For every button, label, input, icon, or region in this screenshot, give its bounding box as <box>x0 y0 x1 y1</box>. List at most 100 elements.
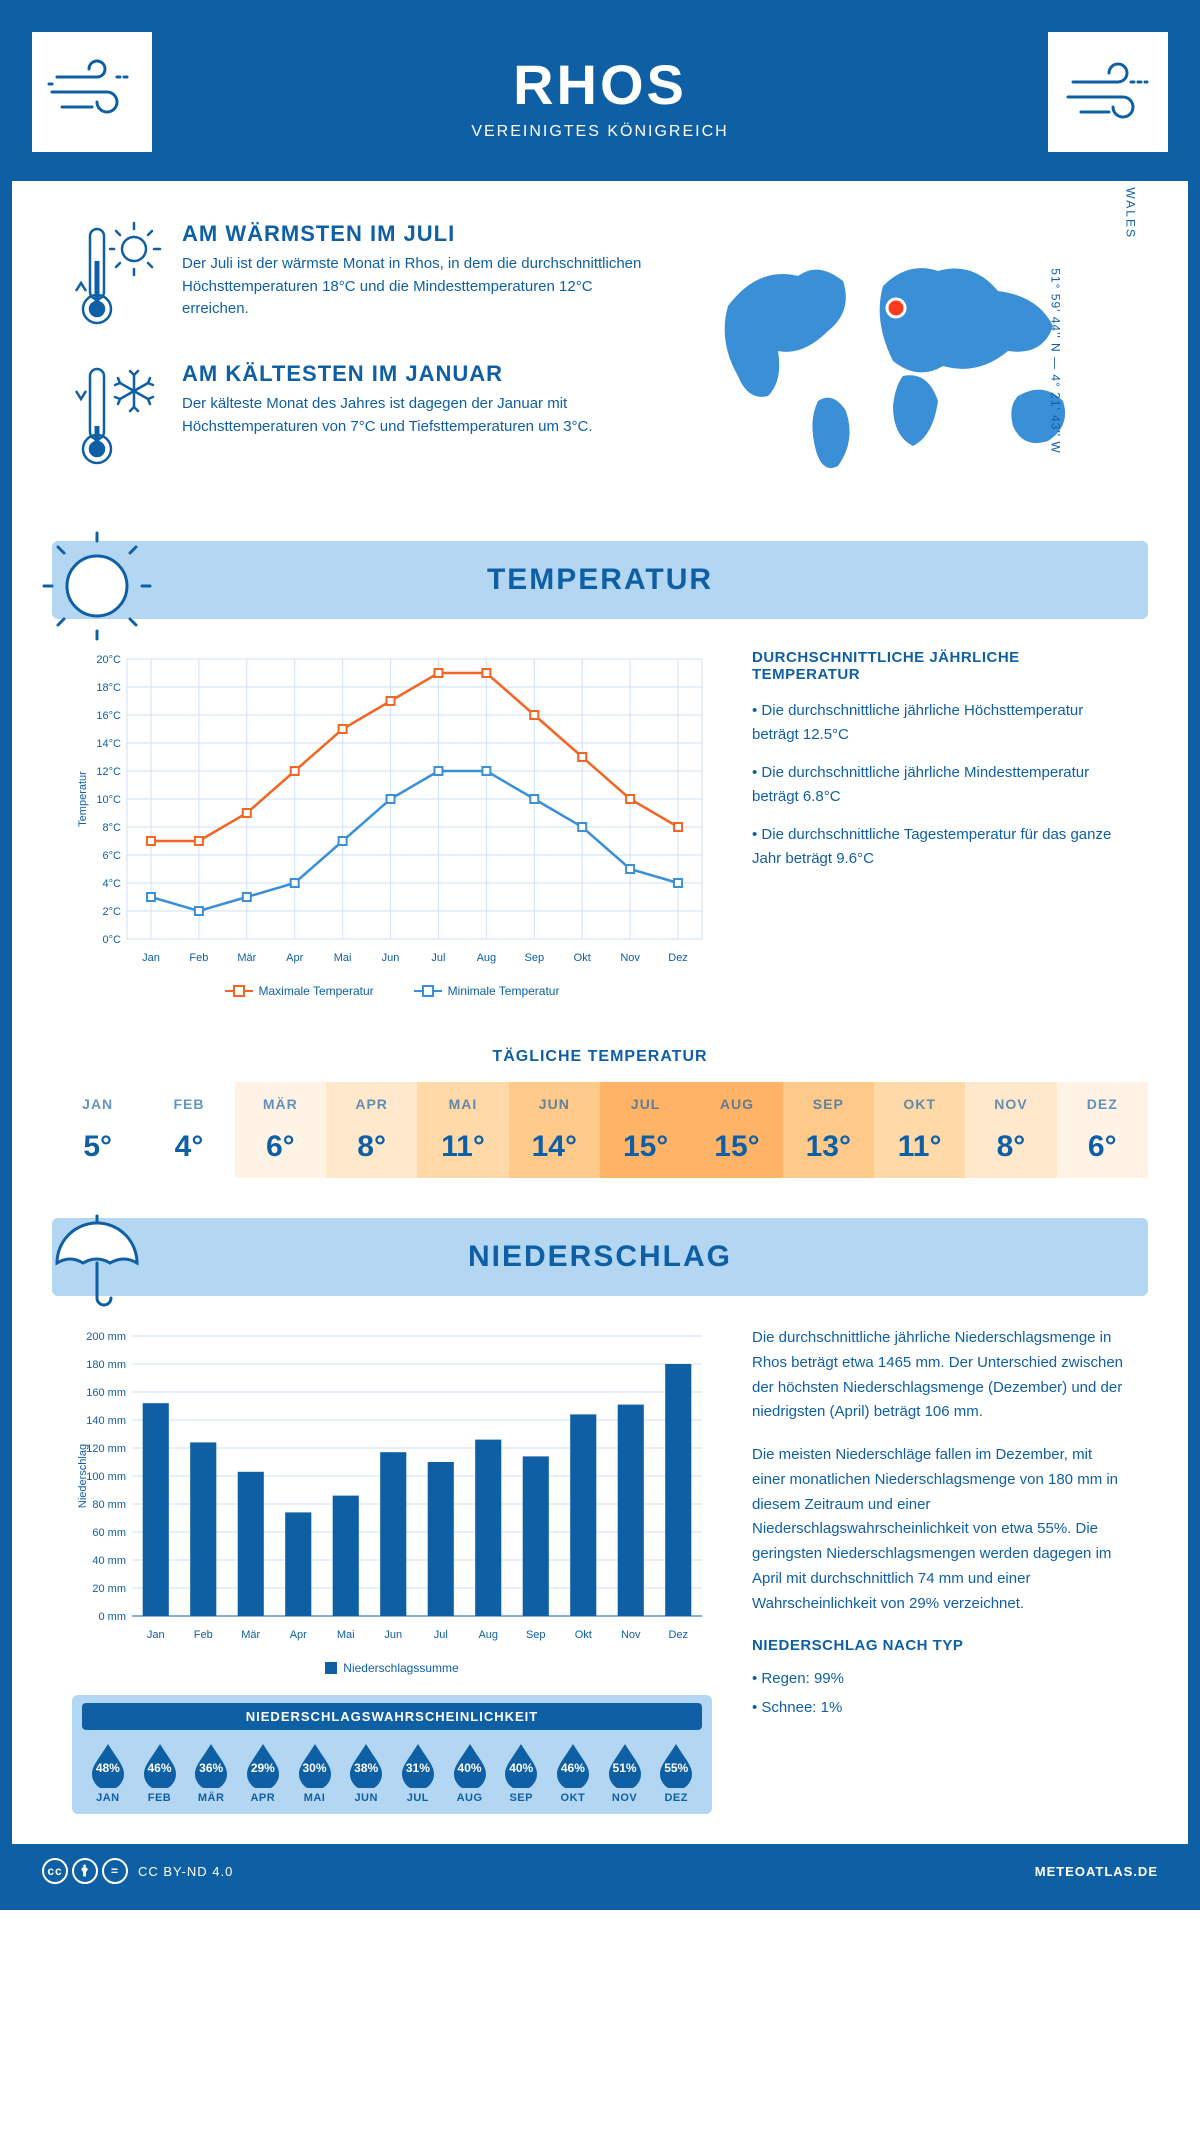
daily-temperature-table: JAN5°FEB4°MÄR6°APR8°MAI11°JUN14°JUL15°AU… <box>52 1082 1148 1178</box>
probability-cell: 46%FEB <box>134 1740 186 1804</box>
coordinates-label: 51° 59' 44'' N — 4° 21' 43'' W <box>1048 268 1062 453</box>
svg-text:8°C: 8°C <box>103 822 122 834</box>
temperature-info: DURCHSCHNITTLICHE JÄHRLICHE TEMPERATUR •… <box>752 649 1128 998</box>
probability-pct: 48% <box>96 1761 120 1775</box>
svg-text:12°C: 12°C <box>96 766 121 778</box>
license-label: CC BY-ND 4.0 <box>138 1864 233 1879</box>
thermometer-sun-icon <box>72 221 162 331</box>
probability-month: JUN <box>340 1792 392 1804</box>
svg-text:Niederschlag: Niederschlag <box>77 1444 89 1508</box>
precipitation-type-item: • Regen: 99% <box>752 1667 1128 1692</box>
svg-text:200 mm: 200 mm <box>86 1331 126 1343</box>
svg-text:120 mm: 120 mm <box>86 1443 126 1455</box>
precipitation-area: 0 mm20 mm40 mm60 mm80 mm100 mm120 mm140 … <box>12 1326 1188 1844</box>
daily-cell: SEP13° <box>783 1082 874 1178</box>
probability-cell: 36%MÄR <box>185 1740 237 1804</box>
coldest-block: AM KÄLTESTEN IM JANUAR Der kälteste Mona… <box>72 361 658 471</box>
daily-cell: DEZ6° <box>1057 1082 1148 1178</box>
svg-text:14°C: 14°C <box>96 738 121 750</box>
daily-value: 6° <box>1057 1130 1148 1164</box>
probability-month: NOV <box>599 1792 651 1804</box>
svg-text:180 mm: 180 mm <box>86 1359 126 1371</box>
sun-icon <box>42 531 152 641</box>
cc-icon: cc <box>42 1858 68 1884</box>
daily-month-label: JUL <box>600 1096 691 1112</box>
daily-value: 6° <box>235 1130 326 1164</box>
probability-cell: 38% JUN <box>340 1740 392 1804</box>
svg-text:10°C: 10°C <box>96 794 121 806</box>
drop-icon: 46% <box>553 1742 593 1788</box>
svg-text:100 mm: 100 mm <box>86 1471 126 1483</box>
probability-pct: 55% <box>664 1761 688 1775</box>
precipitation-type-item: • Schnee: 1% <box>752 1696 1128 1721</box>
probability-pct: 40% <box>458 1761 482 1775</box>
probability-pct: 46% <box>147 1761 171 1775</box>
legend-precip: Niederschlagssumme <box>325 1661 458 1675</box>
cc-badges: cc 🛉 = <box>42 1858 128 1884</box>
svg-text:20 mm: 20 mm <box>92 1583 126 1595</box>
precipitation-info: Die durchschnittliche jährliche Niedersc… <box>752 1326 1128 1814</box>
drop-icon: 29% <box>243 1742 283 1788</box>
svg-text:18°C: 18°C <box>96 682 121 694</box>
daily-cell: FEB4° <box>143 1082 234 1178</box>
daily-month-label: NOV <box>965 1096 1056 1112</box>
svg-text:Mai: Mai <box>337 1629 355 1641</box>
probability-pct: 38% <box>354 1761 378 1775</box>
daily-month-label: SEP <box>783 1096 874 1112</box>
svg-text:2°C: 2°C <box>103 906 122 918</box>
drop-icon: 55% <box>656 1742 696 1788</box>
temperature-info-heading: DURCHSCHNITTLICHE JÄHRLICHE TEMPERATUR <box>752 649 1128 683</box>
precipitation-legend: Niederschlagssumme <box>72 1661 712 1675</box>
probability-cell: 40%SEP <box>495 1740 547 1804</box>
drop-icon: 36% <box>191 1742 231 1788</box>
temperature-banner: TEMPERATUR <box>52 541 1148 619</box>
svg-text:4°C: 4°C <box>103 878 122 890</box>
daily-value: 11° <box>417 1130 508 1164</box>
coldest-text: Der kälteste Monat des Jahres ist dagege… <box>182 393 658 438</box>
svg-text:Okt: Okt <box>574 952 591 964</box>
world-map-box: 51° 59' 44'' N — 4° 21' 43'' W WALES <box>688 221 1128 501</box>
footer: cc 🛉 = CC BY-ND 4.0 METEOATLAS.DE <box>12 1844 1188 1898</box>
daily-month-label: AUG <box>691 1096 782 1112</box>
header: RHOS VEREINIGTES KÖNIGREICH <box>12 12 1188 181</box>
svg-text:Feb: Feb <box>189 952 208 964</box>
daily-cell: AUG15° <box>691 1082 782 1178</box>
by-icon: 🛉 <box>72 1858 98 1884</box>
probability-month: SEP <box>495 1792 547 1804</box>
precipitation-para2: Die meisten Niederschläge fallen im Deze… <box>752 1443 1128 1616</box>
probability-pct: 51% <box>613 1761 637 1775</box>
probability-pct: 46% <box>561 1761 585 1775</box>
temperature-info-item: • Die durchschnittliche Tagestemperatur … <box>752 823 1128 871</box>
probability-month: APR <box>237 1792 289 1804</box>
umbrella-icon <box>42 1208 152 1318</box>
drop-icon: 40% <box>450 1742 490 1788</box>
probability-pct: 31% <box>406 1761 430 1775</box>
svg-text:Sep: Sep <box>526 1629 546 1641</box>
daily-cell: NOV8° <box>965 1082 1056 1178</box>
legend-swatch <box>325 1662 337 1674</box>
legend-max: Maximale Temperatur <box>225 984 374 998</box>
daily-value: 5° <box>52 1130 143 1164</box>
svg-text:Dez: Dez <box>668 952 688 964</box>
svg-text:Sep: Sep <box>525 952 545 964</box>
legend-max-label: Maximale Temperatur <box>259 984 374 998</box>
warmest-block: AM WÄRMSTEN IM JULI Der Juli ist der wär… <box>72 221 658 331</box>
page-title: RHOS <box>471 52 728 117</box>
svg-text:Apr: Apr <box>290 1629 307 1641</box>
svg-text:80 mm: 80 mm <box>92 1499 126 1511</box>
daily-cell: JAN5° <box>52 1082 143 1178</box>
svg-text:160 mm: 160 mm <box>86 1387 126 1399</box>
svg-text:0°C: 0°C <box>103 934 122 946</box>
daily-value: 8° <box>326 1130 417 1164</box>
svg-text:0 mm: 0 mm <box>99 1611 127 1623</box>
svg-text:Mai: Mai <box>334 952 352 964</box>
daily-cell: MÄR6° <box>235 1082 326 1178</box>
intro-left: AM WÄRMSTEN IM JULI Der Juli ist der wär… <box>72 221 658 501</box>
svg-text:Jan: Jan <box>147 1629 165 1641</box>
footer-license: cc 🛉 = CC BY-ND 4.0 <box>42 1858 233 1884</box>
svg-text:20°C: 20°C <box>96 654 121 666</box>
probability-month: MAI <box>289 1792 341 1804</box>
daily-value: 15° <box>600 1130 691 1164</box>
probability-month: AUG <box>444 1792 496 1804</box>
svg-text:Dez: Dez <box>668 1629 688 1641</box>
